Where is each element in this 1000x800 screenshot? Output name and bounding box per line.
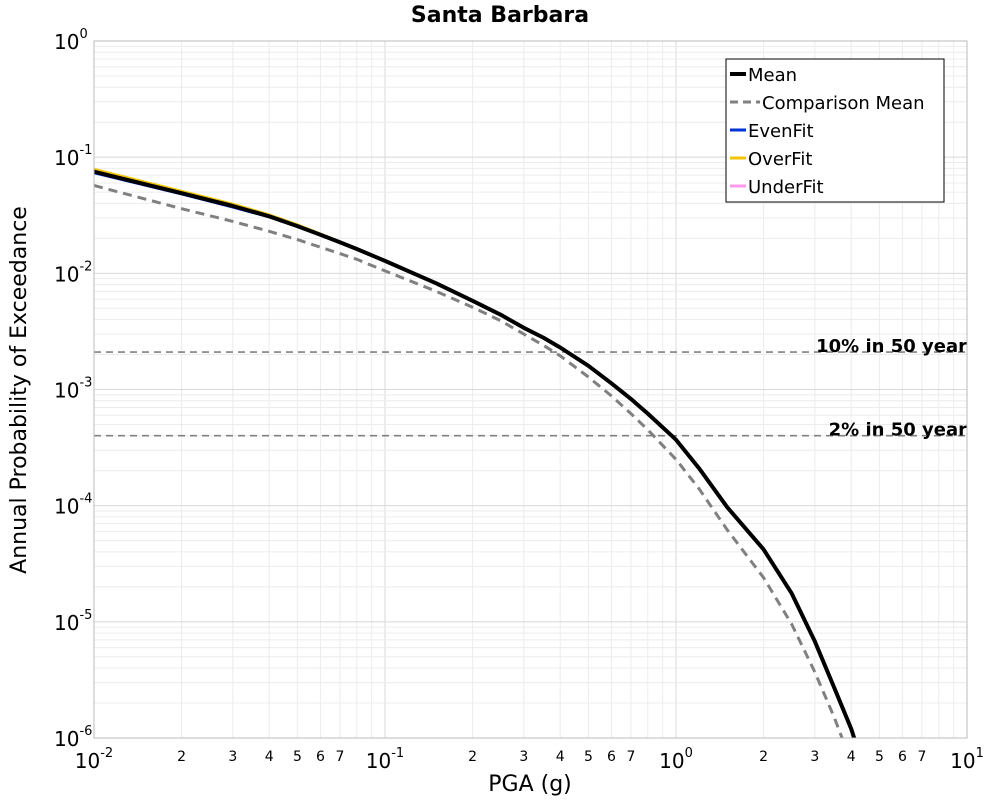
y-major-tick-label: 10-5 <box>54 608 92 635</box>
x-minor-tick-label: 5 <box>293 749 302 765</box>
x-minor-tick-label: 6 <box>607 749 616 765</box>
y-major-tick-label: 10-2 <box>54 259 92 286</box>
y-major-tick-label: 10-6 <box>54 724 92 751</box>
legend-label-comparison-mean: Comparison Mean <box>762 93 925 114</box>
legend-label-overfit: OverFit <box>748 149 812 170</box>
series-line-mean <box>94 169 857 738</box>
x-minor-tick-label: 7 <box>335 749 344 765</box>
plot-frame <box>93 40 968 739</box>
reference-lines: 10% in 50 year 2% in 50 year <box>94 336 967 441</box>
legend-label-evenfit: EvenFit <box>748 121 814 142</box>
x-major-tick-label: 10-1 <box>366 746 404 773</box>
y-major-tick-label: 10-1 <box>54 143 92 170</box>
legend-box <box>725 58 945 203</box>
x-minor-tick-label: 4 <box>556 749 565 765</box>
x-minor-tick-label: 2 <box>759 749 768 765</box>
legend-label-underfit: UnderFit <box>748 177 824 198</box>
series-layer <box>94 167 857 738</box>
x-minor-tick-label: 6 <box>898 749 907 765</box>
y-major-tick-label: 100 <box>54 27 88 54</box>
x-minor-tick-label: 5 <box>875 749 884 765</box>
x-minor-tick-label: 5 <box>584 749 593 765</box>
y-axis-label: Annual Probability of Exceedance <box>7 206 32 574</box>
reference-line-label: 2% in 50 year <box>829 420 967 441</box>
y-tick-labels: 100 10-1 10-2 10-3 10-4 10-5 10-6 <box>54 27 92 751</box>
x-minor-tick-label: 2 <box>177 749 186 765</box>
x-minor-tick-label: 3 <box>810 749 819 765</box>
x-major-tick-label: 101 <box>950 746 984 773</box>
x-major-tick-label: 100 <box>659 746 693 773</box>
chart-title: Santa Barbara <box>411 3 589 28</box>
reference-line-label: 10% in 50 year <box>816 336 967 357</box>
x-minor-tick-label: 6 <box>316 749 325 765</box>
x-minor-tick-label: 3 <box>519 749 528 765</box>
x-minor-tick-label: 2 <box>468 749 477 765</box>
x-minor-tick-label: 7 <box>626 749 635 765</box>
legend: Mean Comparison Mean EvenFit OverFit UnderFi… <box>725 58 945 203</box>
y-major-tick-label: 10-4 <box>54 492 92 519</box>
y-major-tick-label: 10-3 <box>54 376 92 403</box>
x-axis-label: PGA (g) <box>488 772 572 797</box>
grid <box>93 41 967 739</box>
legend-label-mean: Mean <box>748 65 797 86</box>
x-minor-tick-label: 7 <box>917 749 926 765</box>
x-minor-tick-label: 4 <box>847 749 856 765</box>
x-major-tick-label: 10-2 <box>75 746 113 773</box>
x-minor-tick-label: 3 <box>228 749 237 765</box>
series-line-comparison-mean <box>94 184 844 738</box>
x-minor-tick-label: 4 <box>265 749 274 765</box>
